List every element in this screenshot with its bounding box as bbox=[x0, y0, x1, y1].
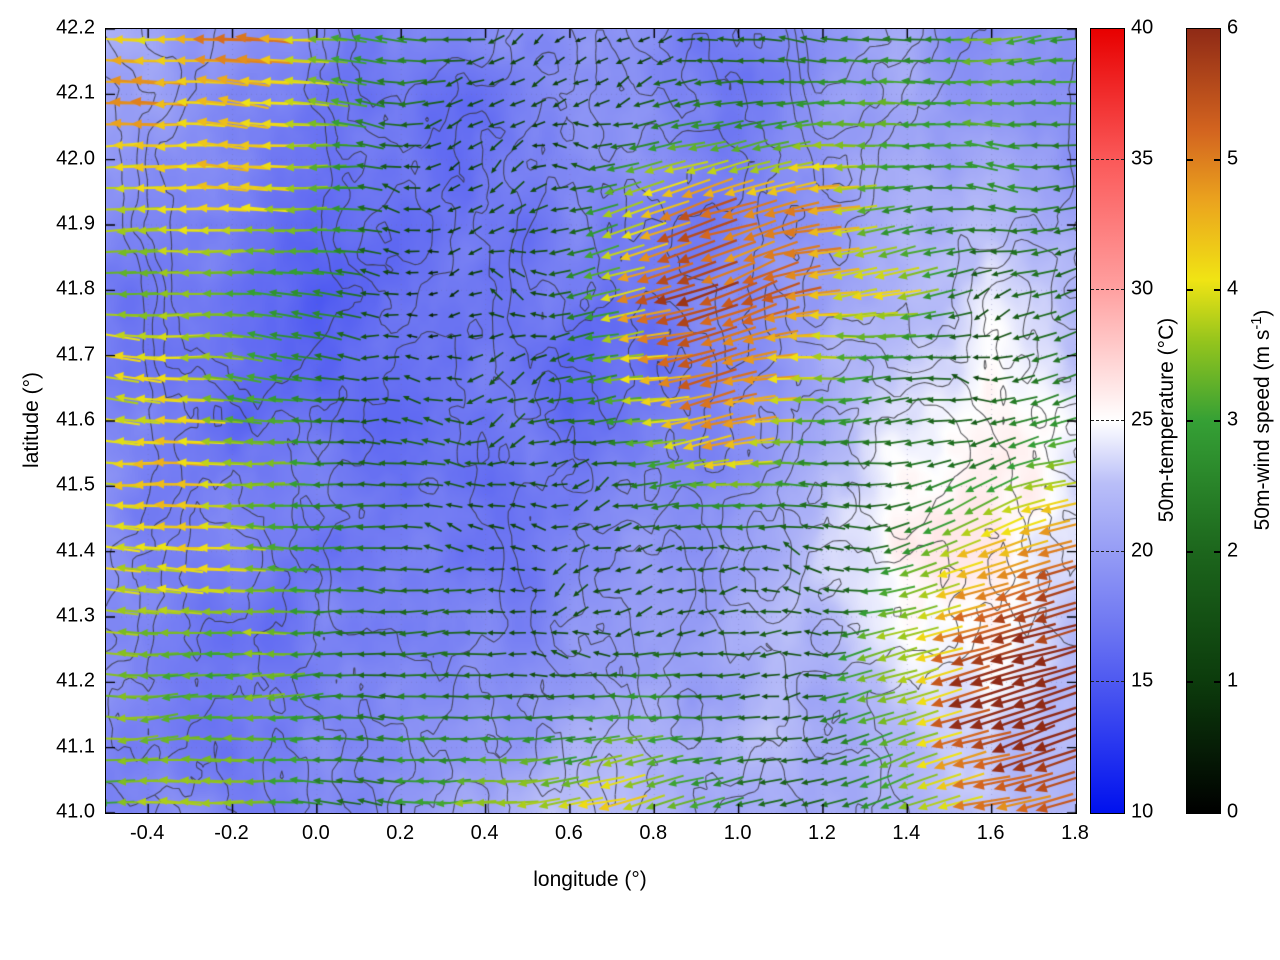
colorbar-tick-label: 20 bbox=[1131, 539, 1154, 562]
y-tick-label: 42.1 bbox=[56, 81, 95, 104]
x-tick-label: 0.0 bbox=[301, 822, 330, 844]
x-tick-label: 1.2 bbox=[808, 822, 836, 844]
temperature-colorbar-title: 50m-temperature (°C) bbox=[1155, 317, 1178, 523]
colorbar-tick-mark bbox=[1214, 681, 1220, 684]
x-tick-label: 0.6 bbox=[555, 822, 583, 844]
colorbar-tick-mark bbox=[1214, 158, 1220, 161]
y-tick-label: 41.6 bbox=[56, 408, 95, 431]
x-tick-label: -0.4 bbox=[129, 822, 165, 844]
x-tick-label: 0.4 bbox=[470, 822, 499, 844]
map-plot-canvas bbox=[105, 28, 1077, 814]
colorbar-tick-label: 2 bbox=[1227, 539, 1239, 562]
y-tick-label: 41.8 bbox=[56, 277, 95, 300]
y-tick-label: 41.9 bbox=[56, 212, 95, 235]
colorbar-tick-line bbox=[1091, 289, 1124, 291]
colorbar-tick-label: 1 bbox=[1227, 669, 1239, 692]
x-tick-label: 1.4 bbox=[892, 822, 921, 844]
y-tick-label: 41.1 bbox=[56, 735, 95, 758]
colorbar-tick-mark bbox=[1214, 420, 1220, 422]
wind-colorbar-title-prefix: 50m-wind speed (m s bbox=[1251, 329, 1274, 531]
colorbar-tick-label: 10 bbox=[1131, 800, 1154, 823]
y-tick-label: 41.4 bbox=[56, 539, 95, 562]
colorbar-tick-label: 3 bbox=[1227, 408, 1239, 431]
colorbar-tick-label: 4 bbox=[1227, 277, 1239, 300]
y-tick-label: 41.3 bbox=[56, 604, 95, 627]
colorbar-tick-label: 6 bbox=[1227, 16, 1239, 39]
colorbar-tick-label: 15 bbox=[1131, 669, 1154, 692]
y-tick-label: 41.0 bbox=[56, 800, 95, 823]
x-tick-label: 1.6 bbox=[976, 822, 1005, 844]
y-tick-label: 41.2 bbox=[56, 669, 95, 692]
y-tick-label: 41.5 bbox=[56, 473, 95, 496]
y-tick-label: 41.7 bbox=[56, 343, 95, 366]
colorbar-tick-label: 25 bbox=[1131, 408, 1154, 431]
colorbar-tick-mark bbox=[1214, 550, 1220, 553]
colorbar-tick-label: 35 bbox=[1131, 147, 1154, 170]
colorbar-tick-mark bbox=[1187, 681, 1193, 684]
colorbar-tick-line bbox=[1091, 681, 1124, 683]
y-tick-label: 42.2 bbox=[56, 16, 95, 39]
colorbar-tick-label: 40 bbox=[1131, 16, 1154, 39]
y-tick-label: 42.0 bbox=[56, 147, 95, 170]
y-axis-title: latitude (°) bbox=[20, 372, 43, 468]
colorbar-tick-line bbox=[1091, 158, 1124, 160]
colorbar-tick-line bbox=[1091, 550, 1124, 552]
colorbar-tick-label: 30 bbox=[1131, 277, 1154, 300]
x-tick-label: 0.2 bbox=[386, 822, 415, 844]
x-tick-label: 1.0 bbox=[723, 822, 752, 844]
colorbar-tick-mark bbox=[1187, 550, 1193, 553]
colorbar-tick-label: 5 bbox=[1227, 147, 1239, 170]
colorbar-tick-mark bbox=[1187, 289, 1193, 292]
x-tick-label: 0.8 bbox=[639, 822, 668, 844]
temperature-colorbar bbox=[1090, 28, 1125, 814]
wind-colorbar-title-suffix: ) bbox=[1251, 309, 1274, 317]
colorbar-tick-mark bbox=[1187, 158, 1193, 161]
colorbar-tick-label: 0 bbox=[1227, 800, 1239, 823]
wind-colorbar-title-sup: -1 bbox=[1249, 316, 1265, 330]
colorbar-tick-mark bbox=[1214, 289, 1220, 292]
colorbar-tick-mark bbox=[1187, 420, 1193, 422]
x-axis-title: longitude (°) bbox=[533, 868, 647, 891]
colorbar-tick-line bbox=[1091, 420, 1124, 421]
wind-colorbar-title: 50m-wind speed (m s-1) bbox=[1249, 310, 1275, 531]
x-tick-label: -0.2 bbox=[214, 822, 249, 844]
x-tick-label: 1.8 bbox=[1061, 822, 1089, 844]
